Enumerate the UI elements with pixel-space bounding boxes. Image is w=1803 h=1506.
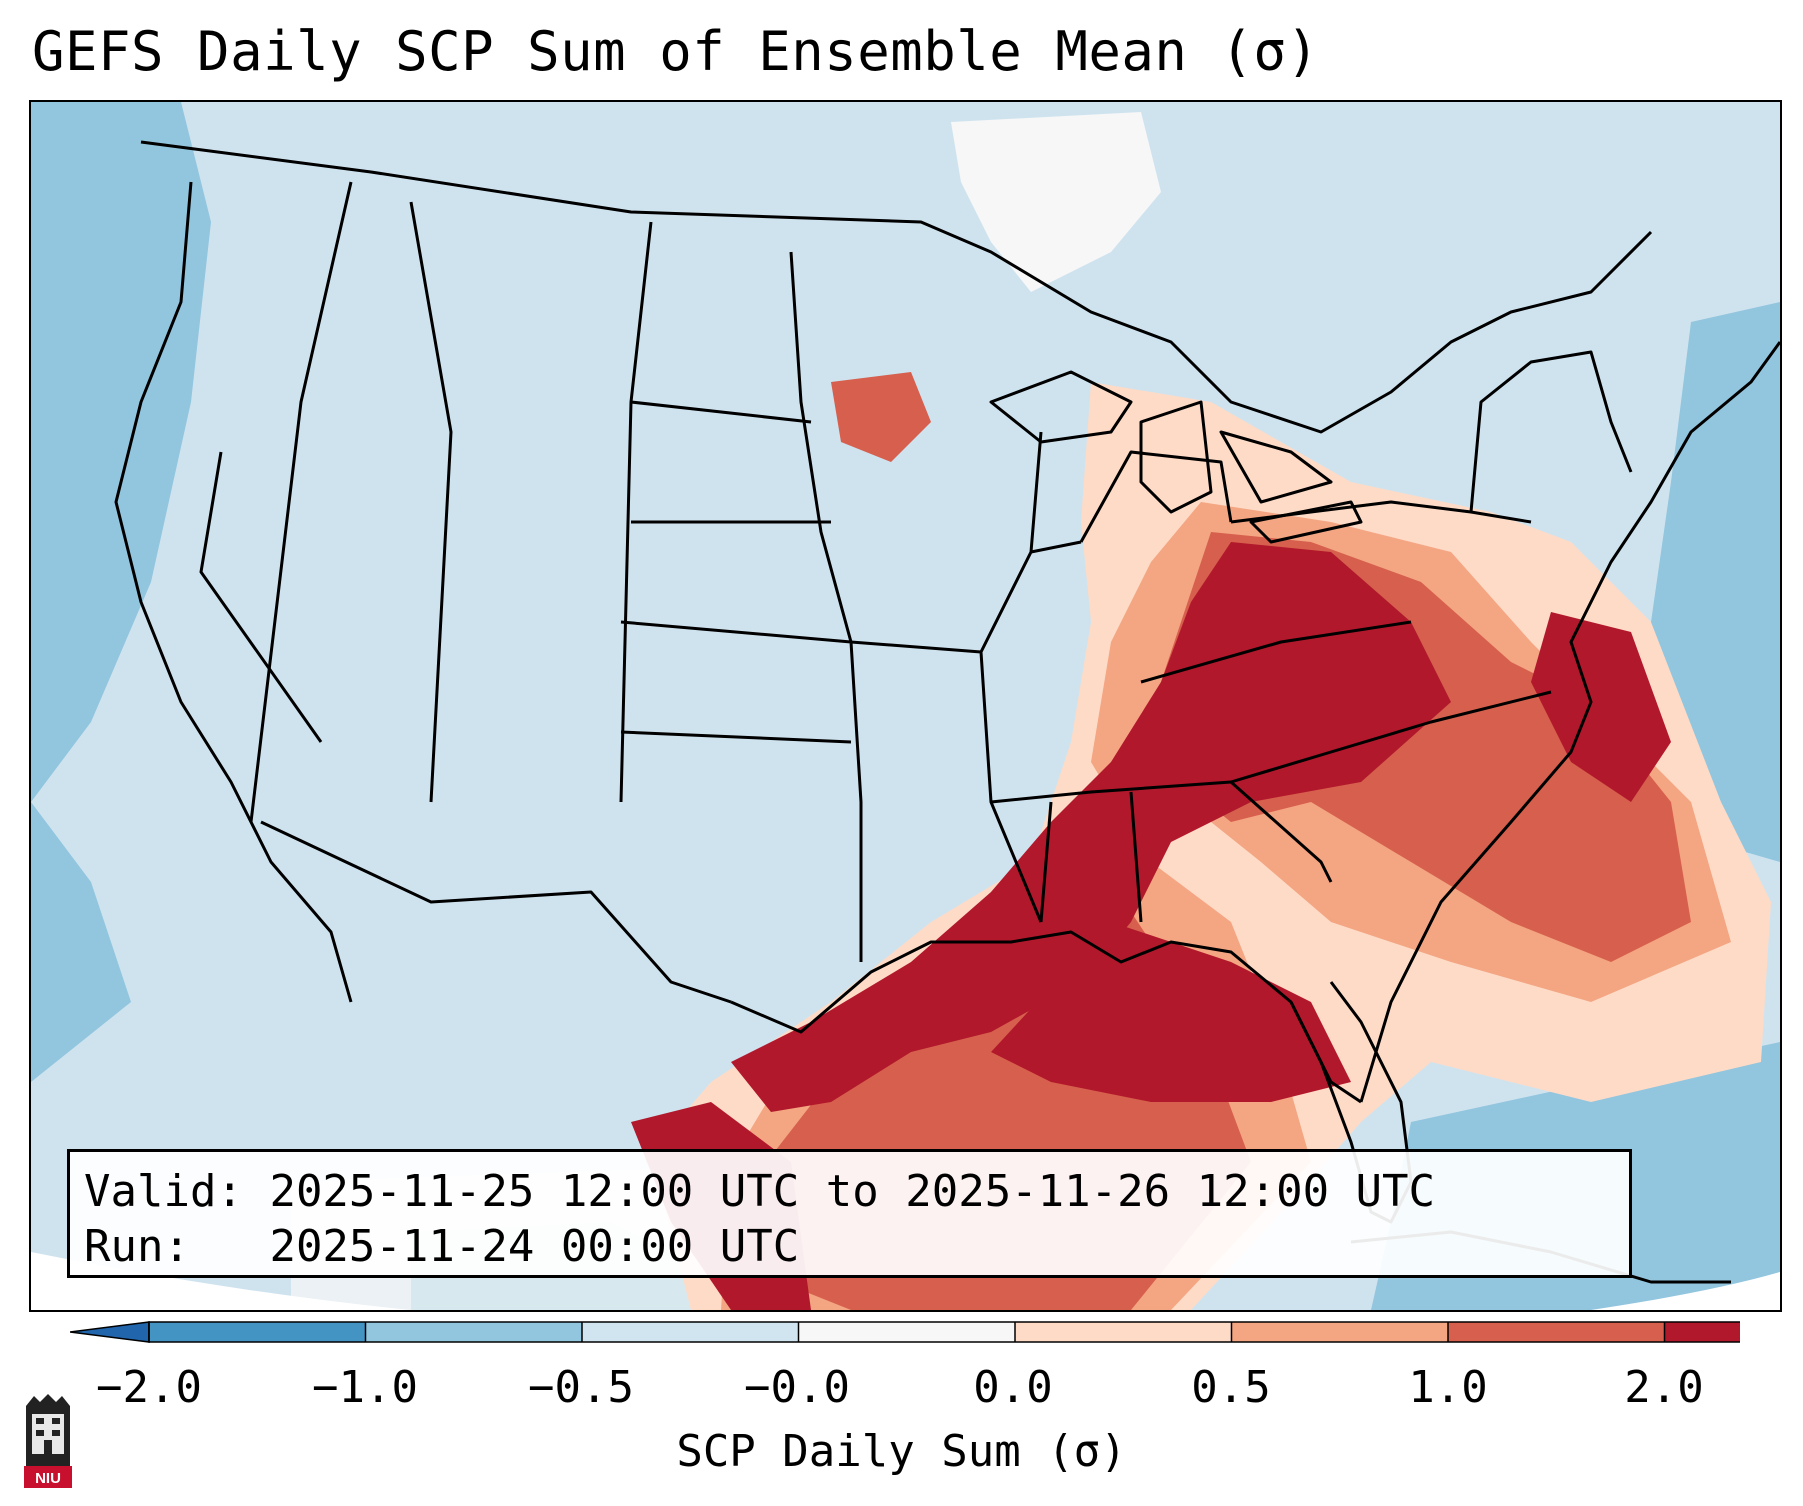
scp-field-over-2.0 [731,542,1451,1112]
run-label: Run: [84,1221,190,1272]
colorbar-bin-5 [1231,1322,1449,1342]
colorbar-tick-0: −2.0 [96,1362,202,1413]
scp-map [31,102,1780,1310]
colorbar-tick-7: 2.0 [1624,1362,1704,1413]
logo-text: NIU [35,1470,61,1487]
plains-lines [620,251,863,962]
southeast-lines [990,620,1552,923]
mexico-border [260,820,732,1004]
boundaries [114,140,1780,1284]
colorbar-bin-3 [798,1322,1016,1342]
map-panel [29,100,1782,1312]
colorbar-tick-4: 0.0 [973,1362,1053,1413]
colorbar-extend-low [70,1321,150,1343]
scp-field-mn [831,372,931,462]
run-value: 2025-11-24 00:00 UTC [269,1221,800,1272]
valid-run-box: Valid: 2025-11-25 12:00 UTC to 2025-11-2… [67,1149,1632,1278]
northeast-lines [1230,350,1633,524]
colorbar-bin-4 [1015,1322,1232,1342]
page-title: GEFS Daily SCP Sum of Ensemble Mean (σ) [32,20,1320,83]
valid-value: 2025-11-25 12:00 UTC to 2025-11-26 12:00… [269,1166,1436,1217]
colorbar-bin-2 [582,1322,799,1342]
canada-white-patch [951,112,1161,292]
pacific-ocean-field-south [31,802,131,1082]
east-coast [1359,341,1780,1103]
scp-field-over-2.0-coast [991,922,1351,1102]
colorbar-tick-3: −0.0 [744,1362,850,1413]
colorbar-bin-6 [1448,1322,1665,1342]
colorbar-tick-2: −0.5 [528,1362,634,1413]
us-canada-border [140,140,1653,434]
projection-edge [31,1252,411,1310]
great-lakes [989,370,1363,544]
scp-field-over-2.0-nc [1531,612,1671,802]
niu-logo: NIU [24,1394,72,1488]
colorbar-tick-5: 0.5 [1191,1362,1271,1413]
west-coast [114,181,353,1003]
pacific-ocean-field [31,102,211,802]
colorbar-tick-6: 1.0 [1408,1362,1488,1413]
colorbar [70,1321,1740,1343]
projection-edge-right [1591,1272,1780,1310]
colorbar-bin-7 [1664,1322,1740,1342]
colorbar-tick-1: −1.0 [312,1362,418,1413]
colorbar-label: SCP Daily Sum (σ) [676,1426,1127,1477]
colorbar-bin-0 [149,1322,366,1342]
valid-label: Valid: [84,1166,243,1217]
colorbar-bin-1 [365,1322,583,1342]
scp-field-1.0-2.0 [731,532,1691,1310]
nevada-california [199,451,323,743]
